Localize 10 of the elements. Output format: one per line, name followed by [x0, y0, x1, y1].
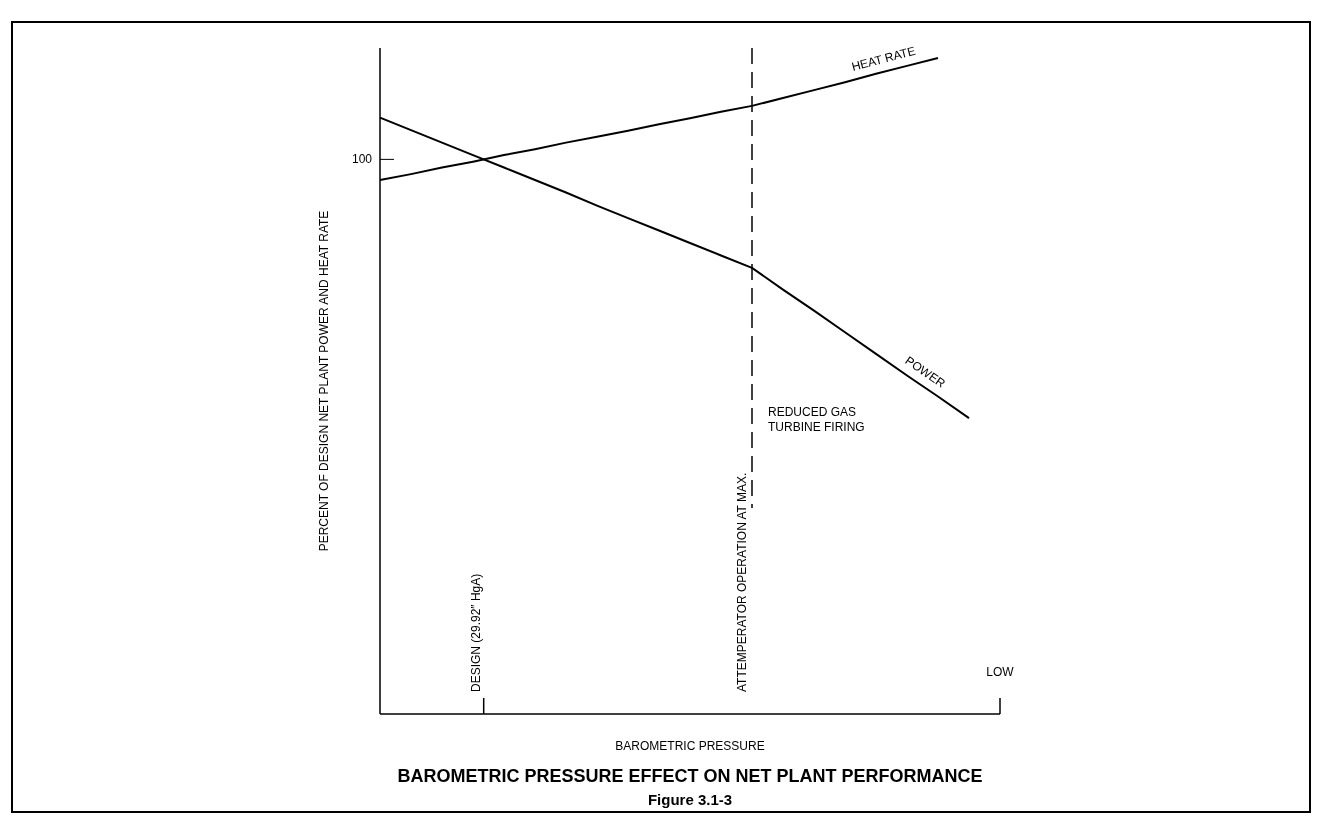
text: Figure 3.1-3	[647, 791, 733, 808]
text: 100	[351, 152, 373, 167]
annotation: LOW	[986, 665, 1015, 679]
y-axis-title: PERCENT OF DESIGN NET PLANT POWER AND HEAT RATE	[317, 210, 331, 552]
annotation: REDUCED GAS TURBINE FIRING	[768, 405, 865, 434]
annotation: DESIGN (29.92″ HgA)	[468, 573, 483, 692]
x-axis-title: BAROMETRIC PRESSURE	[615, 739, 765, 753]
text: BAROMETRIC PRESSURE EFFECT ON NET PLANT PERFORMANCE	[397, 766, 983, 786]
annotation: ATTEMPERATOR OPERATION AT MAX.	[735, 472, 749, 692]
text: HEAT RATE	[850, 43, 917, 74]
